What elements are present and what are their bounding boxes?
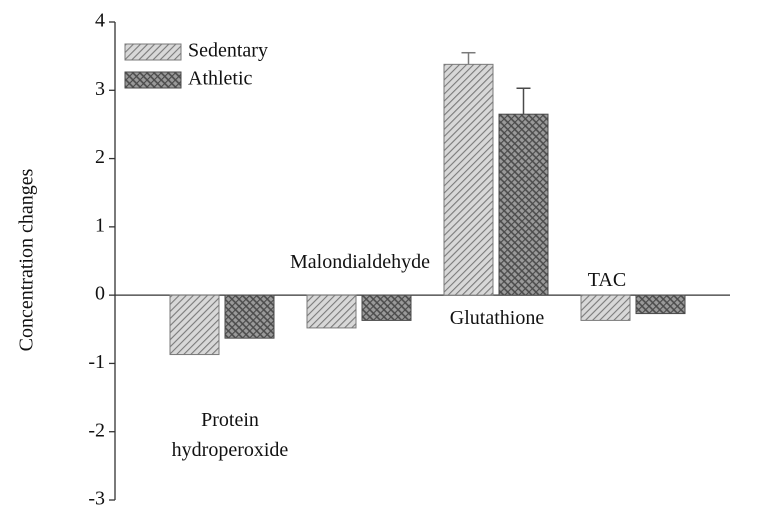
y-tick-label: -2: [88, 419, 105, 441]
category-label: Glutathione: [449, 307, 545, 329]
bar: [169, 294, 220, 356]
bar: [443, 63, 494, 296]
y-tick-label: -1: [88, 351, 105, 373]
bar: [498, 113, 549, 296]
y-tick-label: 0: [95, 283, 105, 305]
legend-label: Athletic: [188, 68, 253, 90]
legend-label: Sedentary: [188, 40, 268, 62]
bar: [224, 294, 275, 339]
bar: [580, 294, 631, 321]
legend-swatch: [124, 71, 182, 89]
bar: [361, 294, 412, 321]
legend-swatch: [124, 43, 182, 61]
y-tick-label: 1: [95, 214, 105, 236]
category-label: Malondialdehyde: [290, 251, 430, 273]
y-tick-label: 3: [95, 78, 105, 100]
bar: [635, 294, 686, 315]
bar: [306, 294, 357, 329]
y-tick-label: -3: [88, 488, 105, 510]
y-tick-label: 2: [95, 146, 105, 168]
category-label: Protein hydroperoxide: [171, 409, 289, 461]
y-tick-label: 4: [95, 10, 105, 32]
y-axis-label: Concentration changes: [16, 168, 38, 351]
category-label: TAC: [587, 269, 627, 291]
